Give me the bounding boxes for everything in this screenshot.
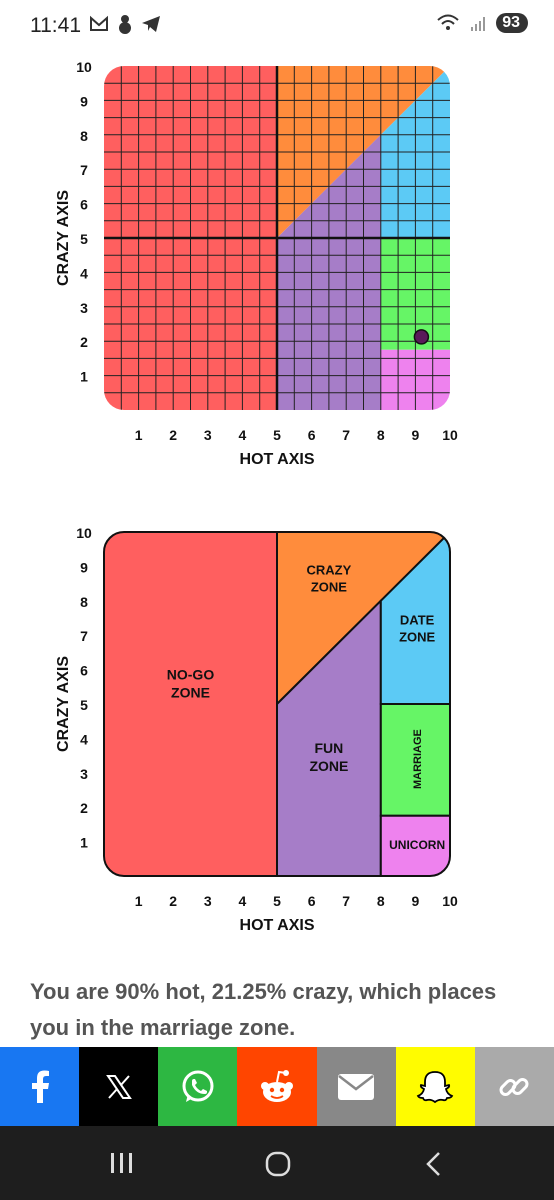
signal-icon <box>471 17 486 31</box>
x-tick-label-6-c1: 6 <box>308 427 316 443</box>
share-reddit-button[interactable] <box>237 1047 317 1126</box>
x-tick-label-9-c1: 9 <box>412 427 420 443</box>
y-tick-label-2-c1: 2 <box>80 334 88 350</box>
y-tick-label-6-c2: 6 <box>80 663 88 679</box>
x-tick-label-1-c2: 1 <box>135 893 143 909</box>
y-tick-label-8-c2: 8 <box>80 594 88 610</box>
x-tick-label-5-c1: 5 <box>273 427 281 443</box>
x-tick-label-2-c2: 2 <box>169 893 177 909</box>
x-axis-label-c2: HOT AXIS <box>240 917 315 934</box>
notification-icons <box>88 13 162 35</box>
reddit-icon <box>260 1069 293 1102</box>
x-tick-label-6-c2: 6 <box>308 893 316 909</box>
zone-label-no_go: NO-GO ZONE <box>167 666 215 700</box>
y-tick-label-1-c2: 1 <box>80 835 88 851</box>
y-tick-label-9-c1: 9 <box>80 93 88 109</box>
snowman-icon <box>119 15 131 34</box>
copy-link-button[interactable] <box>474 1047 554 1126</box>
share-whatsapp-button[interactable] <box>158 1047 238 1126</box>
snapchat-icon <box>416 1070 454 1103</box>
y-axis-label-c1: CRAZY AXIS <box>55 190 72 286</box>
result-text: You are 90% hot, 21.25% crazy, which pla… <box>30 979 497 1040</box>
x-tick-label-10-c2: 10 <box>442 893 458 909</box>
wifi-icon <box>437 14 459 30</box>
share-bar <box>0 1047 554 1126</box>
x-tick-label-7-c1: 7 <box>342 427 350 443</box>
x-tick-label-3-c2: 3 <box>204 893 212 909</box>
y-tick-label-4-c1: 4 <box>80 265 88 281</box>
zone-label-date: DATE ZONE <box>399 612 435 644</box>
y-tick-label-5-c2: 5 <box>80 697 88 713</box>
x-tick-label-4-c2: 4 <box>239 893 247 909</box>
y-tick-label-7-c1: 7 <box>80 162 88 178</box>
y-tick-label-3-c2: 3 <box>80 766 88 782</box>
status-bar: 11:41 93 <box>0 0 554 50</box>
zone-label-unicorn: UNICORN <box>389 838 445 852</box>
x-tick-label-10-c1: 10 <box>442 427 458 443</box>
share-snapchat-button[interactable] <box>395 1047 475 1126</box>
android-navigation-bar <box>0 1126 554 1200</box>
x-tick-label-9-c2: 9 <box>412 893 420 909</box>
x-icon <box>105 1074 132 1099</box>
y-tick-label-10-c2: 10 <box>76 525 92 541</box>
x-tick-label-8-c1: 8 <box>377 427 385 443</box>
zone-label-marriage: MARRIAGE <box>412 729 424 789</box>
gmail-icon <box>90 15 108 31</box>
hot-crazy-grid-chart: 1 2 3 4 5 6 7 8 9 10 1 2 3 4 5 6 7 8 9 10 HOT AXIS CRAZY AXIS <box>55 59 458 468</box>
hot-crazy-zone-chart: NO-GO ZONE CRAZY ZONE FUN ZONE DATE ZONE MARRIAG… <box>55 525 458 934</box>
back-icon[interactable] <box>422 1150 446 1178</box>
telegram-icon <box>142 16 160 32</box>
y-tick-label-9-c2: 9 <box>80 559 88 575</box>
recent-apps-icon[interactable] <box>108 1151 136 1175</box>
email-icon <box>338 1073 375 1100</box>
y-tick-label-1-c1: 1 <box>80 369 88 385</box>
x-tick-label-1-c1: 1 <box>135 427 143 443</box>
x-tick-label-4-c1: 4 <box>239 427 247 443</box>
zone-unicorn <box>379 814 450 876</box>
x-tick-label-2-c1: 2 <box>169 427 177 443</box>
y-tick-label-2-c2: 2 <box>80 800 88 816</box>
zone-label-fun: FUN ZONE <box>309 740 348 774</box>
status-time: 11:41 <box>30 14 81 37</box>
plot-area <box>104 66 450 410</box>
your-score-point <box>413 329 430 345</box>
x-tick-label-8-c2: 8 <box>377 893 385 909</box>
y-tick-label-3-c1: 3 <box>80 300 88 316</box>
y-tick-label-5-c1: 5 <box>80 231 88 247</box>
zone-border <box>103 531 451 877</box>
battery-indicator: 93 <box>496 13 528 33</box>
home-icon[interactable] <box>264 1150 292 1178</box>
x-tick-label-3-c1: 3 <box>204 427 212 443</box>
x-axis-label-c1: HOT AXIS <box>240 451 315 468</box>
y-tick-label-10-c1: 10 <box>76 59 92 75</box>
y-tick-label-7-c2: 7 <box>80 628 88 644</box>
x-tick-label-7-c2: 7 <box>342 893 350 909</box>
zone-label-crazy: CRAZY ZONE <box>307 562 352 594</box>
y-axis-label-c2: CRAZY AXIS <box>55 656 72 752</box>
share-x-button[interactable] <box>79 1047 159 1126</box>
y-tick-label-8-c1: 8 <box>80 128 88 144</box>
whatsapp-icon <box>182 1070 214 1102</box>
facebook-icon <box>31 1070 49 1103</box>
link-icon <box>499 1077 529 1096</box>
x-tick-label-5-c2: 5 <box>273 893 281 909</box>
share-email-button[interactable] <box>316 1047 396 1126</box>
zone-area <box>104 532 450 876</box>
zone-no_go <box>104 532 278 876</box>
share-facebook-button[interactable] <box>0 1047 80 1126</box>
y-tick-label-4-c2: 4 <box>80 731 88 747</box>
system-icons: 93 <box>436 12 528 34</box>
y-tick-label-6-c1: 6 <box>80 197 88 213</box>
